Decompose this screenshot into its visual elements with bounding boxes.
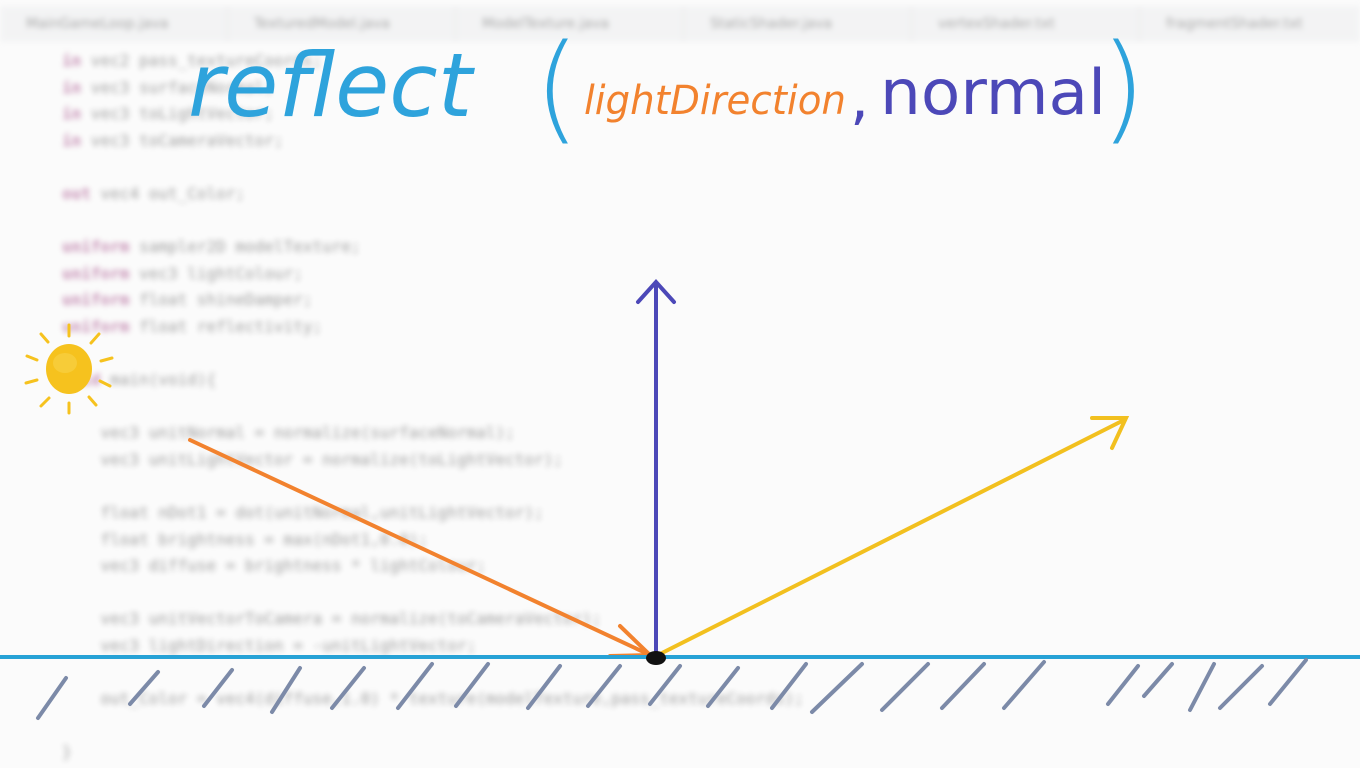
code-line: float nDot1 = dot(unitNormal,unitLightVe… <box>0 500 1360 527</box>
light-direction-argument: lightDirection <box>584 78 846 124</box>
editor-tab[interactable]: vertexShader.txt <box>912 6 1140 42</box>
argument-comma: , <box>850 63 869 133</box>
contact-point <box>646 651 666 665</box>
code-line: in vec2 pass_textureCoords; <box>0 48 1360 75</box>
code-line-text: out_Color = vec4(diffuse,1.0) * texture(… <box>62 686 804 713</box>
code-text: vec2 pass_textureCoords; <box>81 51 323 70</box>
code-text: float reflectivity; <box>129 316 323 336</box>
close-paren: ) <box>1100 18 1146 156</box>
code-text: float nDot1 = dot(unitNormal,unitLightVe… <box>62 503 544 523</box>
code-line-text: in vec3 toCameraVector; <box>62 128 284 155</box>
code-keyword: uniform <box>62 316 130 336</box>
code-keyword: out <box>62 183 91 203</box>
code-text: vec3 unitVectorToCamera = normalize(toCa… <box>62 609 602 629</box>
code-line: uniform float shineDamper; <box>0 287 1360 314</box>
code-line-text: uniform float shineDamper; <box>62 287 312 314</box>
code-line-text: in vec2 pass_textureCoords; <box>62 48 322 75</box>
code-text: vec3 toLightVector; <box>81 104 274 124</box>
code-line-text: uniform float reflectivity; <box>62 314 322 341</box>
code-line-text: } <box>62 739 72 766</box>
reflect-function-name: reflect <box>188 34 476 137</box>
code-keyword: in <box>62 51 82 70</box>
code-line: in vec3 toCameraVector; <box>0 128 1360 155</box>
code-line-text: out vec4 out_Color; <box>62 181 245 208</box>
code-line: out_Color = vec4(diffuse,1.0) * texture(… <box>0 686 1360 713</box>
code-keyword: in <box>62 104 82 124</box>
code-line-text: in vec3 toLightVector; <box>62 101 274 128</box>
editor-tab-strip: MainGameLoop.java TexturedModel.java Model… <box>0 6 1360 42</box>
code-line: vec3 unitNormal = normalize(surfaceNorma… <box>0 420 1360 447</box>
editor-tab[interactable]: TexturedModel.java <box>228 6 456 42</box>
reflected-vector-arrow <box>658 416 1130 656</box>
code-text: vec3 surfaceNormal; <box>81 77 274 97</box>
code-text: float shineDamper; <box>129 290 313 310</box>
open-paren: ( <box>534 18 580 156</box>
code-line-text: uniform sampler2D modelTexture; <box>62 234 361 261</box>
code-text: vec3 lightColour; <box>129 263 303 283</box>
code-line: vec3 unitLightVector = normalize(toLight… <box>0 447 1360 474</box>
code-line-text: vec3 unitNormal = normalize(surfaceNorma… <box>62 420 515 447</box>
editor-tab[interactable]: ModelTexture.java <box>456 6 684 42</box>
code-line-text: vec3 lightDirection = -unitLightVector; <box>62 633 477 660</box>
code-text: vec4 out_Color; <box>90 183 246 203</box>
code-text: vec3 unitNormal = normalize(surfaceNorma… <box>62 423 515 443</box>
code-text: vec3 lightDirection = -unitLightVector; <box>62 636 477 656</box>
code-keyword: in <box>62 77 82 97</box>
sun-icon <box>24 323 114 415</box>
code-keyword: in <box>62 130 82 150</box>
code-line: vec3 lightDirection = -unitLightVector; <box>0 633 1360 660</box>
code-keyword: uniform <box>62 237 130 257</box>
code-text: sampler2D modelTexture; <box>129 237 361 257</box>
code-text: } <box>62 742 72 762</box>
code-line: in vec3 surfaceNormal; <box>0 75 1360 102</box>
code-line-text: in vec3 surfaceNormal; <box>62 75 274 102</box>
code-line-text: vec3 unitLightVector = normalize(toLight… <box>62 447 563 474</box>
surface-hatching <box>36 658 1308 720</box>
code-line: uniform float reflectivity; <box>0 314 1360 341</box>
code-line: in vec3 toLightVector; <box>0 101 1360 128</box>
code-line-text: vec3 unitVectorToCamera = normalize(toCa… <box>62 606 602 633</box>
code-keyword: uniform <box>62 290 130 310</box>
code-line: uniform sampler2D modelTexture; <box>0 234 1360 261</box>
code-text: vec3 unitLightVector = normalize(toLight… <box>62 449 563 469</box>
code-text: vec3 diffuse = brightness * lightColour; <box>62 556 486 576</box>
normal-vector-arrow <box>636 279 676 658</box>
code-text: main(void){ <box>100 370 217 390</box>
code-line-text: vec3 diffuse = brightness * lightColour; <box>62 553 486 580</box>
code-line: out vec4 out_Color; <box>0 181 1360 208</box>
editor-tab[interactable]: StaticShader.java <box>684 6 912 42</box>
light-direction-arrow <box>188 438 655 658</box>
editor-tab[interactable]: fragmentShader.txt <box>1140 6 1360 42</box>
code-line: vec3 diffuse = brightness * lightColour; <box>0 553 1360 580</box>
code-line: uniform vec3 lightColour; <box>0 261 1360 288</box>
normal-argument: normal <box>880 56 1106 129</box>
code-line: vec3 unitVectorToCamera = normalize(toCa… <box>0 606 1360 633</box>
code-text: out_Color = vec4(diffuse,1.0) * texture(… <box>62 689 804 709</box>
code-keyword: uniform <box>62 263 130 283</box>
code-text: vec3 toCameraVector; <box>81 130 284 150</box>
code-line: } <box>0 739 1360 766</box>
code-line-text: float nDot1 = dot(unitNormal,unitLightVe… <box>62 500 544 527</box>
reflect-formula: reflect ( lightDirection , normal ) <box>188 18 1146 156</box>
code-line-text: uniform vec3 lightColour; <box>62 261 303 288</box>
editor-tab[interactable]: MainGameLoop.java <box>0 6 228 42</box>
